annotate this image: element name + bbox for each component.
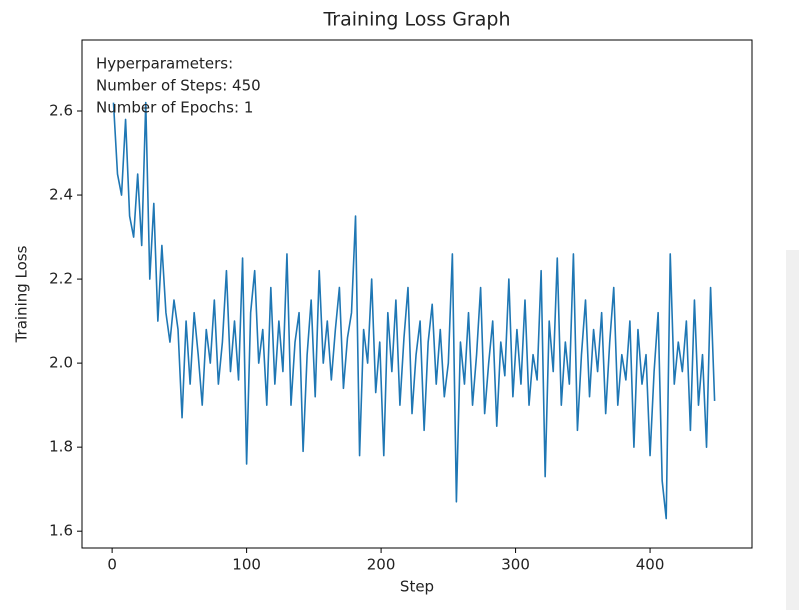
chart-title: Training Loss Graph bbox=[322, 9, 510, 31]
y-tick-label: 2.4 bbox=[49, 186, 73, 204]
annotation: Hyperparameters: bbox=[96, 55, 233, 73]
x-tick-label: 200 bbox=[367, 556, 396, 574]
y-tick-label: 2.0 bbox=[49, 354, 73, 372]
y-tick-label: 2.6 bbox=[49, 102, 73, 120]
plot-frame bbox=[81, 39, 753, 549]
y-tick-label: 2.2 bbox=[49, 270, 73, 288]
x-tick-label: 0 bbox=[107, 556, 117, 574]
x-axis-label: Step bbox=[400, 578, 434, 596]
side-panel bbox=[786, 250, 799, 610]
annotation: Number of Epochs: 1 bbox=[96, 99, 253, 117]
y-tick-label: 1.8 bbox=[49, 438, 73, 456]
x-tick-label: 100 bbox=[232, 556, 261, 574]
x-tick-label: 300 bbox=[501, 556, 530, 574]
y-axis-label: Training Loss bbox=[13, 245, 31, 343]
annotation: Number of Steps: 450 bbox=[96, 77, 261, 95]
x-tick-label: 400 bbox=[636, 556, 665, 574]
y-tick-label: 1.6 bbox=[49, 522, 73, 540]
loss-line bbox=[112, 101, 716, 520]
